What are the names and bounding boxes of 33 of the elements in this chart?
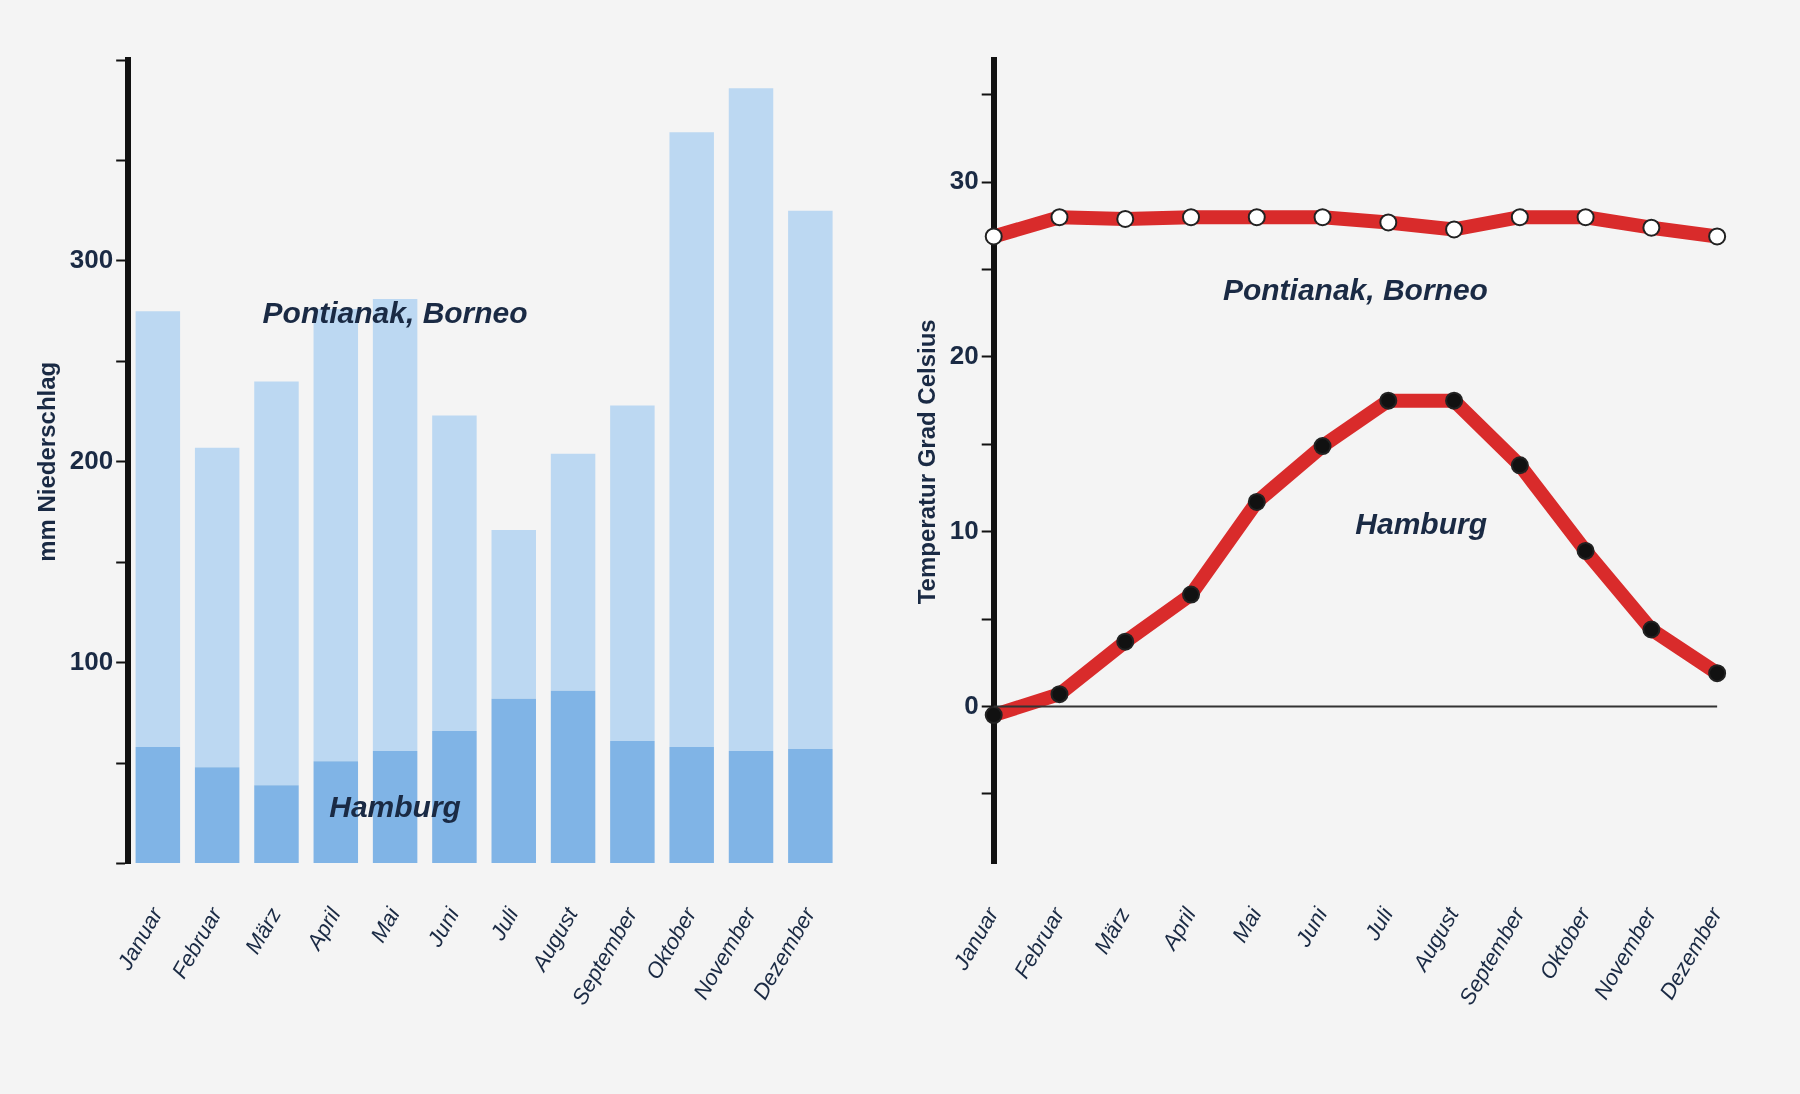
bar	[788, 210, 833, 750]
y-tick-label: 0	[964, 689, 979, 720]
bar	[491, 530, 536, 699]
y-tick-label: 20	[949, 340, 979, 371]
bar	[491, 698, 536, 864]
y-tick-label: 300	[69, 244, 114, 275]
x-tick-label: Juli	[1359, 902, 1399, 946]
bar	[610, 741, 655, 864]
bar	[550, 453, 596, 691]
bar	[550, 690, 596, 864]
bar	[432, 415, 477, 732]
bar	[728, 751, 774, 864]
y-tick-label: 30	[949, 165, 979, 196]
bar	[669, 747, 714, 864]
x-tick-label: Juli	[484, 902, 524, 946]
bar	[669, 132, 714, 748]
bar	[788, 749, 833, 864]
bar	[194, 447, 240, 768]
y-tick-label: 200	[69, 444, 114, 475]
bar	[135, 747, 181, 864]
series-label: Pontianak, Borneo	[262, 295, 528, 329]
y-tick-label: 10	[949, 514, 979, 545]
y-axis-title: mm Niederschlag	[33, 361, 61, 562]
bar	[728, 88, 774, 752]
bar	[610, 405, 655, 742]
bar	[254, 785, 299, 864]
y-tick-label: 100	[69, 645, 114, 676]
series-label: Pontianak, Borneo	[1222, 272, 1488, 306]
bar	[194, 767, 240, 864]
bar	[135, 311, 181, 748]
y-axis-title: Temperatur Grad Celsius	[913, 319, 941, 605]
series-label: Hamburg	[1355, 506, 1488, 540]
bar	[254, 381, 299, 786]
